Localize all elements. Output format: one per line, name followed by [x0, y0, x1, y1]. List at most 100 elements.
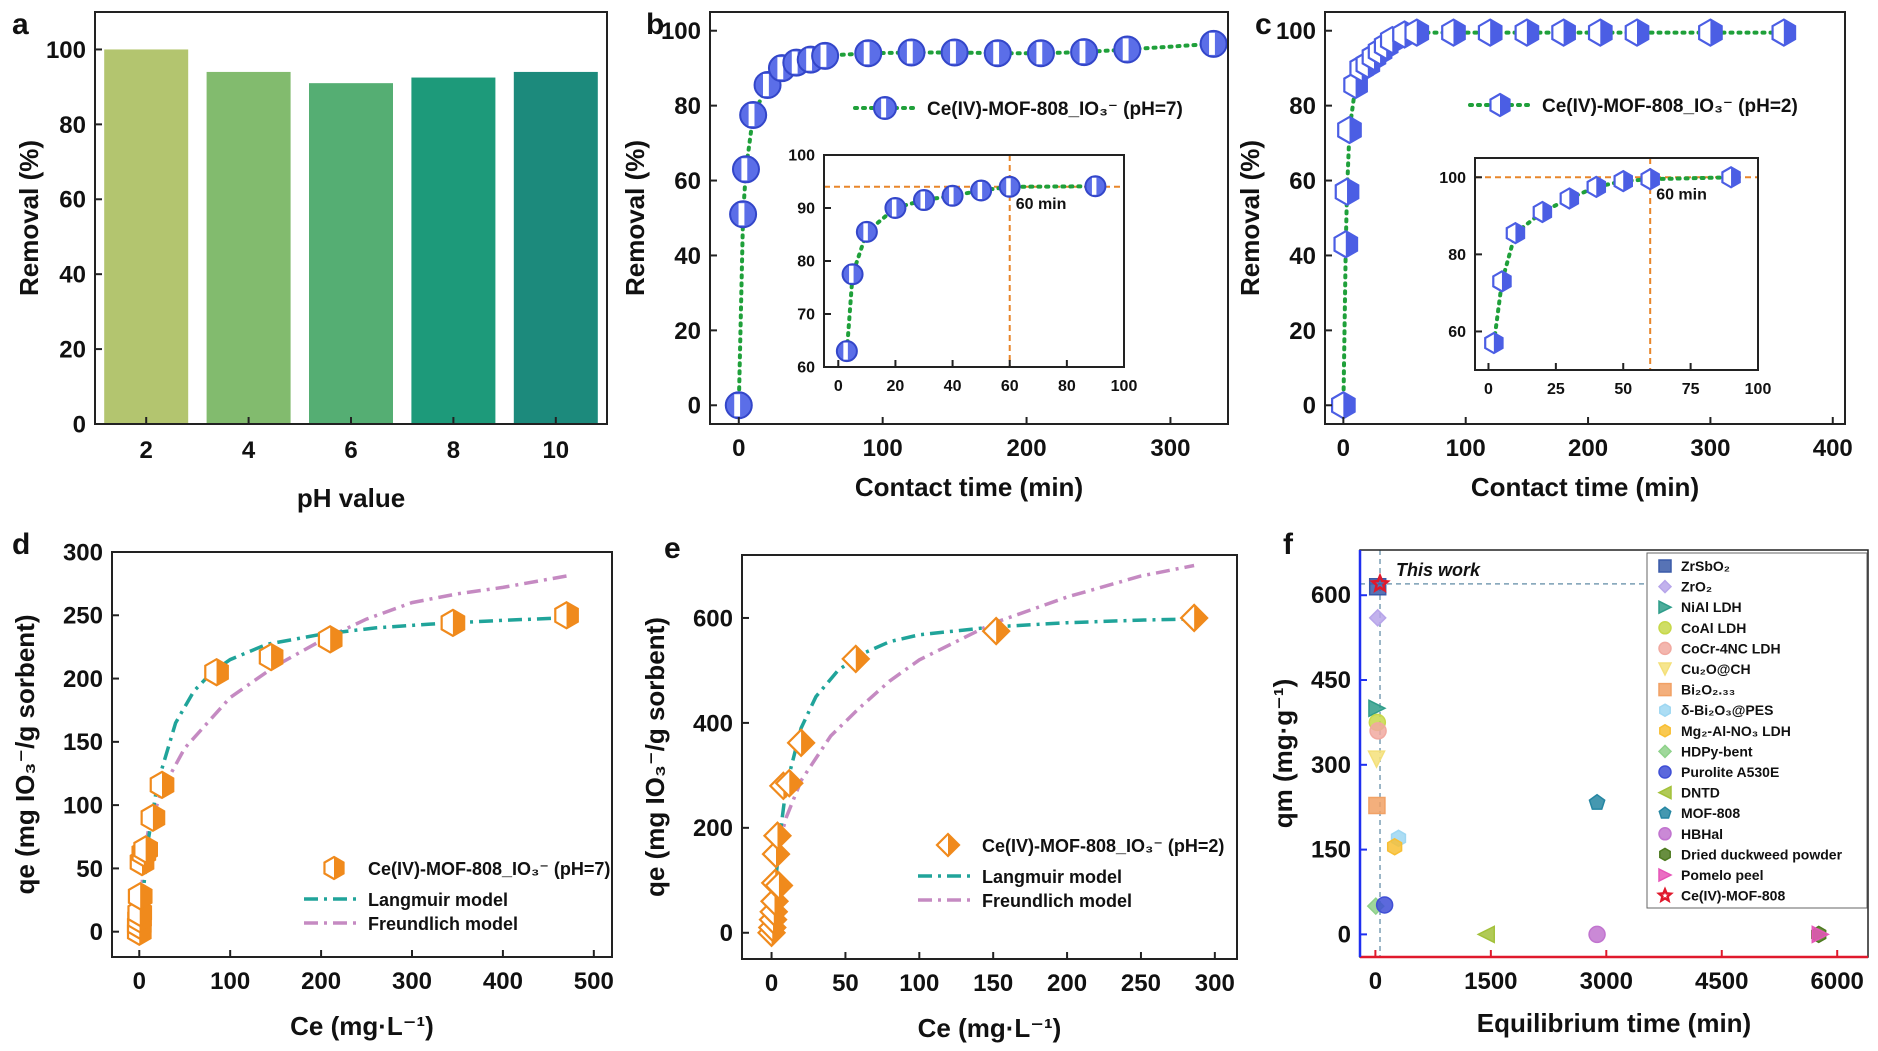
inset-data-point-highlight — [920, 191, 925, 209]
x-axis-label: Ce (mg·L⁻¹) — [918, 1013, 1062, 1043]
inset-y-tick-label: 60 — [797, 360, 815, 377]
inset-data-point — [835, 340, 858, 363]
data-point-highlight — [993, 42, 1000, 65]
legend-label: Ce(IV)-MOF-808 — [1681, 888, 1785, 904]
x-tick-label: 250 — [1121, 970, 1161, 997]
point-12-shape — [1588, 793, 1606, 810]
inset-annotation: 60 min — [1656, 186, 1707, 203]
data-point-fill — [152, 804, 165, 831]
inset-data-point — [1484, 331, 1504, 355]
x-tick-label: 200 — [1568, 435, 1608, 462]
inset-x-tick-label: 50 — [1614, 381, 1632, 398]
legend-marker-shape — [1658, 765, 1672, 779]
y-tick-label: 40 — [1289, 243, 1316, 270]
legend-marker — [1658, 559, 1672, 573]
y-tick-label: 80 — [1289, 93, 1316, 120]
data-point-highlight — [1036, 42, 1043, 65]
data-point — [1441, 18, 1466, 47]
y-tick-label: 0 — [1303, 393, 1316, 420]
data-point — [1179, 603, 1209, 633]
bar-6 — [309, 83, 393, 424]
x-axis-label: pH value — [297, 483, 405, 513]
data-point — [1330, 391, 1356, 420]
data-point-highlight — [777, 57, 784, 80]
panel-label-a: a — [12, 8, 29, 41]
legend-marker-fill — [334, 857, 344, 879]
inset-data-point-fill — [1650, 169, 1659, 190]
freundlich-curve — [769, 563, 1195, 933]
x-tick-label: 2 — [140, 437, 153, 464]
x-tick-label: 200 — [301, 968, 341, 995]
y-axis-label: Removal (%) — [620, 140, 650, 296]
data-point-fill — [271, 644, 283, 671]
inset-data-point-highlight — [891, 199, 897, 217]
point-5 — [1367, 750, 1386, 769]
point-4-shape — [1369, 722, 1387, 740]
inset-data-point-fill — [1569, 188, 1578, 209]
x-tick-label: 400 — [1813, 435, 1853, 462]
x-tick-label: 6 — [344, 437, 357, 464]
data-point — [1333, 229, 1359, 259]
legend-marker-shape — [1658, 621, 1672, 635]
legend-label: MOF-808 — [1681, 805, 1740, 821]
data-point-fill — [1600, 19, 1612, 46]
annotation-this-work: This work — [1396, 560, 1481, 580]
legend-marker-shape — [1658, 641, 1672, 656]
inset-data-point-highlight — [843, 342, 848, 360]
legend-marker — [1659, 703, 1671, 718]
legend-label: ZrSbO₂ — [1681, 558, 1730, 574]
y-tick-label: 150 — [1311, 837, 1351, 864]
x-tick-label: 300 — [1690, 435, 1730, 462]
legend-marker — [1657, 785, 1672, 800]
data-point — [440, 608, 466, 638]
data-point-fill — [996, 618, 1010, 645]
data-point-fill — [330, 626, 342, 653]
legend-marker — [1658, 806, 1672, 819]
point-5-shape — [1367, 750, 1386, 769]
x-axis-label: Ce (mg·L⁻¹) — [290, 1011, 434, 1041]
bar-2 — [104, 49, 189, 425]
plot-frame — [1324, 11, 1846, 425]
legend-marker — [1658, 682, 1672, 697]
point-2 — [1368, 699, 1387, 718]
legend-marker — [1659, 847, 1671, 862]
inset-data-point — [913, 189, 935, 212]
y-tick-label: 200 — [693, 815, 733, 842]
data-point-fill — [855, 645, 869, 672]
point-1 — [1368, 608, 1387, 627]
data-point — [1404, 18, 1430, 47]
plot-frame — [111, 551, 613, 958]
data-point-fill — [1343, 392, 1355, 419]
legend-label: Freundlich model — [982, 891, 1132, 911]
legend-marker-shape — [1658, 599, 1673, 615]
inset-data-point — [884, 197, 907, 219]
legend: ZrSbO₂ ZrO₂ NiAl LDH CoAl LDH CoCr-4NC LDH Cu… — [1646, 552, 1868, 909]
legend-label: Langmuir model — [982, 867, 1122, 887]
data-point-highlight — [1079, 41, 1086, 64]
data-point-fill — [1710, 19, 1722, 46]
panel-label-d: d — [12, 528, 30, 561]
point-6-shape — [1368, 796, 1386, 815]
point-8-shape — [1386, 837, 1403, 856]
legend-label: HBHal — [1681, 826, 1723, 842]
plot-frame — [741, 554, 1238, 960]
panel-label-e: e — [664, 532, 681, 565]
panel-label-f: f — [1283, 528, 1294, 561]
inset-x-tick-label: 40 — [944, 378, 962, 395]
data-point-highlight — [738, 203, 745, 226]
data-point — [1771, 18, 1797, 47]
data-point — [1337, 115, 1362, 145]
x-axis-label: Contact time (min) — [1471, 472, 1699, 502]
fit-curve — [1341, 30, 1786, 408]
inset-data-point — [1721, 166, 1741, 189]
data-point-fill — [162, 771, 174, 798]
legend-marker-shape — [1659, 723, 1671, 738]
legend-marker — [1656, 886, 1674, 904]
y-tick-label: 50 — [76, 856, 103, 883]
legend-marker-fill — [948, 834, 959, 856]
data-point-fill — [1345, 231, 1358, 258]
y-tick-label: 60 — [59, 187, 86, 214]
inset-x-tick-label: 100 — [1111, 378, 1138, 395]
